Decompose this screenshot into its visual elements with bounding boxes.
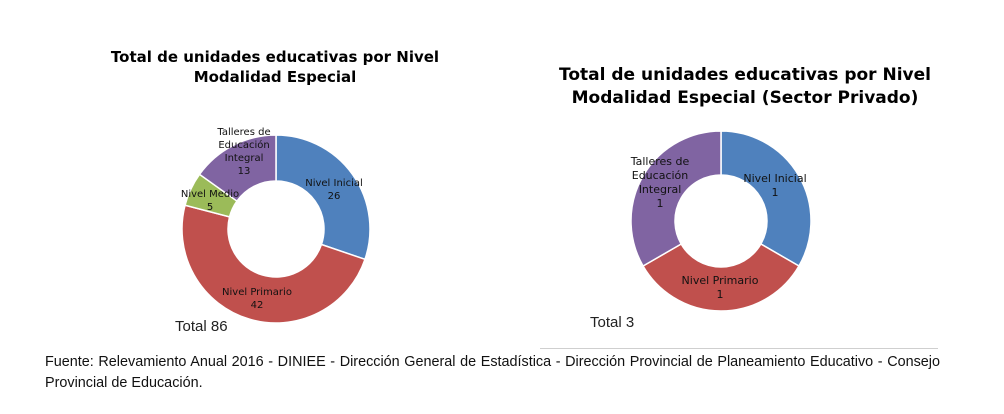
chart-1-slice-nivel-primario: [181, 204, 366, 324]
chart-2-slice-talleres-de-educacion-integral: [630, 130, 722, 268]
chart-2-slice-nivel-primario: [642, 242, 800, 312]
divider: [540, 348, 938, 349]
chart-2-slice-nivel-inicial: [720, 130, 812, 268]
chart-2-label-nivel-inicial: Nivel Inicial 1: [743, 172, 806, 199]
chart-1-total-label: Total 86: [175, 318, 228, 335]
chart-1-label-nivel-medio: Nivel Medio 5: [181, 189, 239, 213]
chart-1-label-nivel-inicial: Nivel Inicial 26: [305, 178, 363, 202]
source-note: Fuente: Relevamiento Anual 2016 - DINIEE…: [45, 354, 940, 391]
chart-1-title: Total de unidades educativas por Nivel M…: [110, 48, 440, 87]
chart-2-title: Total de unidades educativas por Nivel M…: [559, 65, 931, 108]
chart-2-label-nivel-primario: Nivel Primario 1: [682, 274, 759, 301]
chart-2-donut: Nivel Inicial 1 Nivel Primario 1 Talleres de…: [630, 130, 812, 312]
chart-1-label-talleres-de-educacion-integral: Talleres de Educación Integral 13: [216, 127, 270, 177]
chart-1-label-nivel-primario: Nivel Primario 42: [222, 287, 292, 311]
chart-1-donut: Nivel Inicial 26 Nivel Primario 42 Nivel Med…: [181, 127, 371, 324]
chart-1-slice-nivel-inicial: [275, 134, 371, 261]
chart-2-total-label: Total 3: [590, 314, 635, 331]
chart-2-label-talleres-de-educacion-integral: Talleres de Educación Integral 1: [630, 155, 690, 210]
chart-1-slice-talleres-de-educacion-integral: [198, 134, 277, 203]
